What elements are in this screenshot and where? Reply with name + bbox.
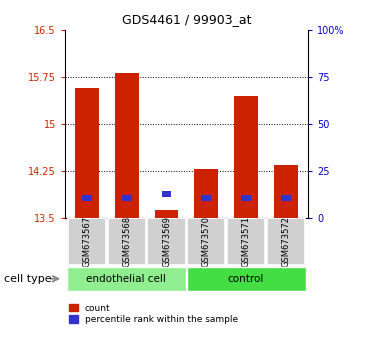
Legend: count, percentile rank within the sample: count, percentile rank within the sample: [69, 304, 238, 324]
Bar: [108, 218, 146, 265]
Text: cell type: cell type: [4, 274, 51, 284]
Bar: [234, 96, 258, 218]
Title: GDS4461 / 99903_at: GDS4461 / 99903_at: [122, 13, 251, 26]
Text: endothelial cell: endothelial cell: [86, 274, 166, 284]
Bar: [147, 218, 186, 265]
Text: GSM673570: GSM673570: [202, 216, 211, 267]
Text: GSM673567: GSM673567: [82, 216, 91, 267]
Bar: [155, 210, 178, 218]
Bar: [274, 165, 298, 218]
Text: control: control: [227, 274, 264, 284]
Bar: [161, 191, 171, 197]
Text: GSM673572: GSM673572: [282, 216, 290, 267]
Text: GSM673571: GSM673571: [242, 216, 251, 267]
Bar: [122, 195, 132, 200]
Bar: [187, 218, 226, 265]
Bar: [201, 195, 211, 200]
Bar: [267, 218, 305, 265]
Text: GSM673569: GSM673569: [162, 216, 171, 267]
Bar: [115, 73, 139, 218]
Bar: [187, 267, 306, 291]
Bar: [82, 195, 92, 200]
Bar: [68, 218, 106, 265]
Bar: [67, 267, 186, 291]
Bar: [194, 169, 218, 218]
Bar: [75, 88, 99, 218]
Text: GSM673568: GSM673568: [122, 216, 131, 267]
Bar: [227, 218, 265, 265]
Bar: [241, 195, 251, 200]
Bar: [281, 195, 291, 200]
